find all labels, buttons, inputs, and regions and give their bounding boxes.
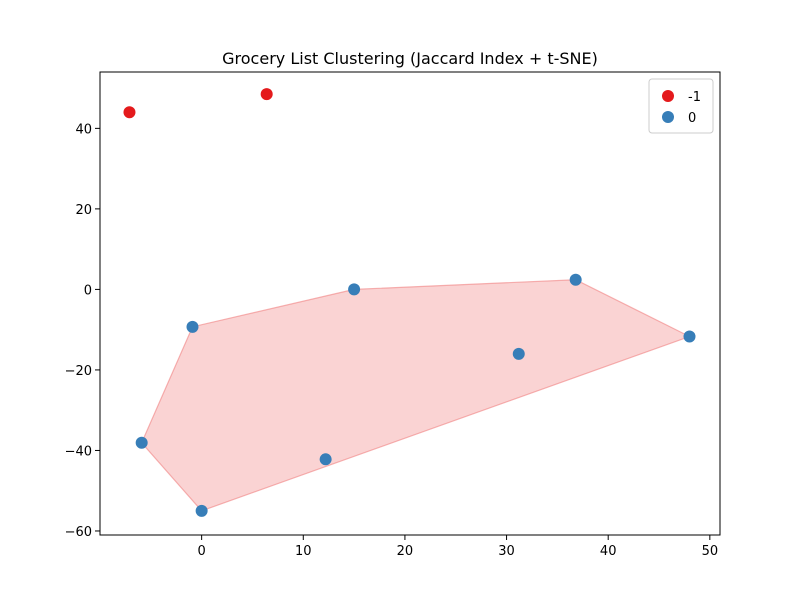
y-tick-label-0: −60 xyxy=(65,525,92,540)
point-series-1-4 xyxy=(512,347,525,360)
legend-marker-0 xyxy=(662,90,674,102)
point-series-0-1 xyxy=(260,88,273,101)
legend: -10 xyxy=(648,78,714,134)
chart-title: Grocery List Clustering (Jaccard Index +… xyxy=(222,49,598,68)
y-tick-label-2: −20 xyxy=(65,364,92,379)
x-tick-label-4: 40 xyxy=(600,544,617,559)
legend-box xyxy=(648,78,714,134)
legend-marker-1 xyxy=(662,111,674,123)
y-tick-label-1: −40 xyxy=(65,444,92,459)
point-series-1-2 xyxy=(186,320,199,333)
axes-frame xyxy=(99,71,721,536)
x-tick-label-0: 0 xyxy=(197,544,205,559)
y-tick-label-4: 20 xyxy=(75,203,92,218)
y-tick-label-5: 40 xyxy=(75,122,92,137)
y-tick-label-3: 0 xyxy=(84,283,92,298)
x-tick-label-3: 30 xyxy=(498,544,515,559)
axes: 0 10 20 30 40 50 −60 −40 −20 0 20 40 xyxy=(65,71,721,559)
point-series-0-0 xyxy=(123,106,136,119)
x-tick-label-2: 20 xyxy=(397,544,414,559)
x-tick-label-1: 10 xyxy=(295,544,312,559)
point-series-1-3 xyxy=(683,330,696,343)
point-series-1-6 xyxy=(319,453,332,466)
plot-area xyxy=(123,88,696,517)
legend-label-1: 0 xyxy=(688,111,696,126)
point-series-1-1 xyxy=(569,273,582,286)
x-tick-label-5: 50 xyxy=(702,544,719,559)
legend-label-0: -1 xyxy=(688,90,701,105)
point-series-1-0 xyxy=(348,283,361,296)
point-series-1-5 xyxy=(135,436,148,449)
point-series-1-7 xyxy=(195,504,208,517)
